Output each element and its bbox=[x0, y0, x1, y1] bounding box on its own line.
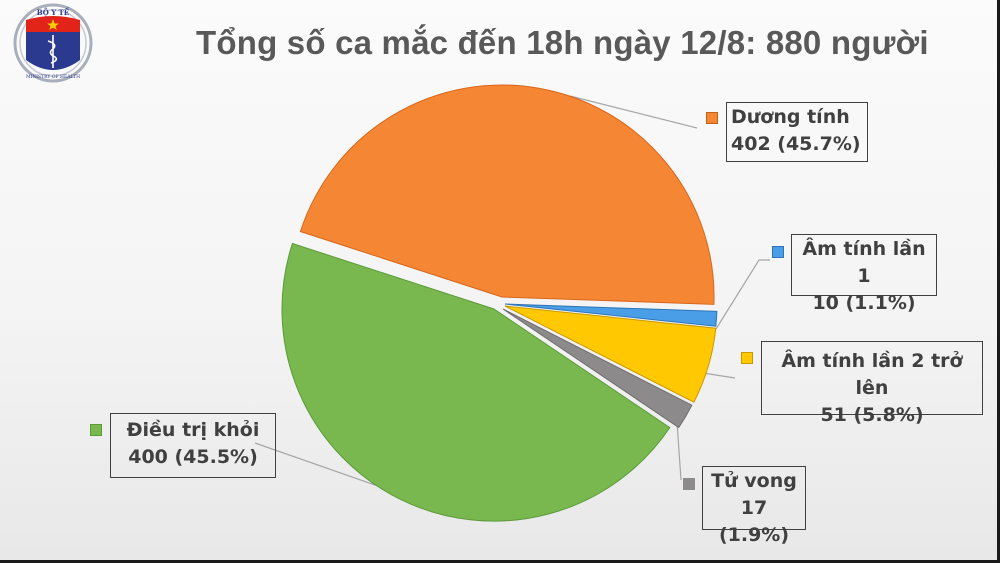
label-value: 400 (45.5%) bbox=[128, 446, 258, 468]
label-value: 10 (1.1%) bbox=[812, 292, 916, 314]
svg-text:MINISTRY OF HEALTH: MINISTRY OF HEALTH bbox=[26, 74, 80, 80]
label-name: Dương tính bbox=[731, 106, 850, 128]
legend-swatch-am-tinh-1 bbox=[772, 246, 784, 258]
ministry-of-health-logo: BỘ Y TẾ MINISTRY OF HEALTH bbox=[13, 3, 93, 83]
legend-swatch-tu-vong bbox=[683, 478, 695, 490]
leader-line-am-tinh-2 bbox=[702, 372, 736, 379]
chart-title: Tổng số ca mắc đến 18h ngày 12/8: 880 ng… bbox=[196, 24, 929, 61]
data-label-dieu-tri-khoi: Điều trị khỏi 400 (45.5%) bbox=[110, 413, 276, 478]
slice-dieu-tri-khoi bbox=[281, 242, 671, 522]
slice-duong-tinh bbox=[299, 84, 715, 305]
label-value: 51 (5.8%) bbox=[820, 404, 924, 426]
data-label-tu-vong: Tử vong 17 (1.9%) bbox=[702, 466, 806, 546]
label-name: Tử vong bbox=[711, 470, 797, 492]
label-value: 17 (1.9%) bbox=[718, 497, 790, 546]
data-label-am-tinh-1: Âm tính lần 1 10 (1.1%) bbox=[791, 234, 937, 314]
label-name: Điều trị khỏi bbox=[126, 419, 260, 441]
leader-line-tu-vong bbox=[676, 421, 682, 481]
svg-text:BỘ Y TẾ: BỘ Y TẾ bbox=[37, 7, 70, 17]
leader-line-duong-tinh bbox=[569, 95, 698, 129]
leader-line-dieu-tri-khoi bbox=[254, 442, 396, 493]
legend-swatch-duong-tinh bbox=[706, 112, 718, 124]
label-name: Âm tính lần 1 bbox=[802, 238, 926, 287]
data-label-duong-tinh: Dương tính 402 (45.7%) bbox=[726, 102, 868, 162]
data-label-am-tinh-2: Âm tính lần 2 trở lên 51 (5.8%) bbox=[761, 341, 983, 426]
legend-swatch-dieu-tri-khoi bbox=[90, 424, 102, 436]
slice-tu-vong bbox=[502, 308, 693, 429]
slice-am-tinh-1 bbox=[504, 303, 718, 327]
label-name: Âm tính lần 2 trở lên bbox=[781, 350, 963, 399]
label-value: 402 (45.7%) bbox=[731, 133, 861, 155]
legend-swatch-am-tinh-2 bbox=[741, 352, 753, 364]
slice-am-tinh-2 bbox=[504, 305, 717, 403]
leader-line-am-tinh-1 bbox=[715, 259, 770, 330]
